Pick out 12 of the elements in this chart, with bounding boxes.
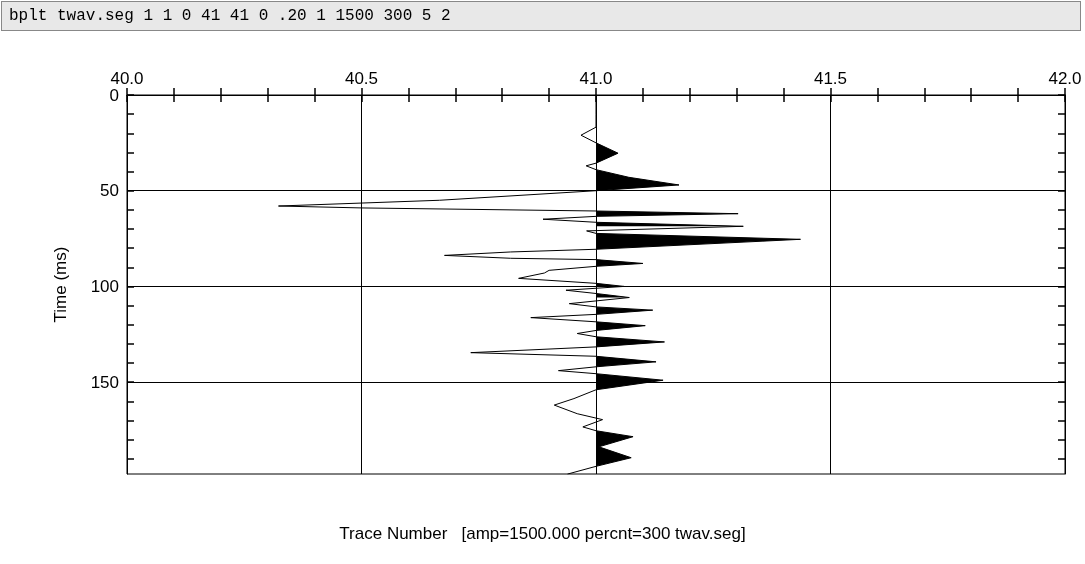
x-tick-label: 41.0 [579,69,613,88]
x-axis-title: Trace Number [amp=1500.000 percnt=300 twav.seg] [339,524,746,543]
y-tick-label: 100 [90,276,119,296]
y-axis-title: Time (ms) [51,246,70,323]
x-tick-label: 40.5 [344,69,379,88]
chart-title: bplt twav.seg 1 1 0 41 41 0 .20 1 1500 300 5 2 [1,1,1081,31]
y-tick-label: 0 [109,85,119,105]
y-tick-label: 50 [100,181,119,201]
x-tick-label: 42.0 [1048,69,1082,88]
y-tick-label: 150 [90,372,119,392]
x-tick-label: 41.5 [813,69,848,88]
x-tick-label: 40.0 [110,69,144,88]
